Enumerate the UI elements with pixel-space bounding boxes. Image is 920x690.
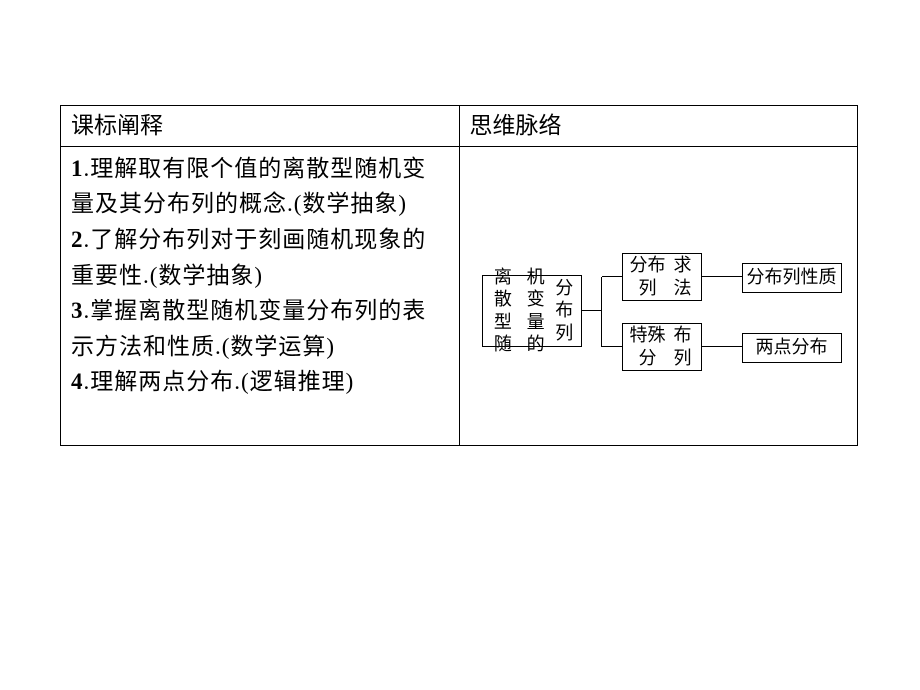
body-right-cell: 离散型随机变量的分布列分布列求法特殊分布列 分布列性质两点分布 <box>459 146 858 445</box>
item-text: .了解分布列对于刻画随机现象的重要性.(数学抽象) <box>71 227 426 288</box>
item-number: 2 <box>71 227 84 252</box>
node-leaf2: 两点分布 <box>742 333 842 363</box>
left-item-3: 3.掌握离散型随机变量分布列的表示方法和性质.(数学运算) <box>71 293 449 364</box>
node-n1: 分布列求法 <box>622 253 702 301</box>
header-row: 课标阐释 思维脉络 <box>61 106 858 147</box>
connector-h <box>582 310 602 312</box>
connector-h <box>702 346 742 348</box>
page: 课标阐释 思维脉络 1.理解取有限个值的离散型随机变量及其分布列的概念.(数学抽… <box>0 0 920 446</box>
item-text: .理解取有限个值的离散型随机变量及其分布列的概念.(数学抽象) <box>71 156 426 217</box>
left-item-2: 2.了解分布列对于刻画随机现象的重要性.(数学抽象) <box>71 222 449 293</box>
node-n2: 特殊分布列 <box>622 323 702 371</box>
connector-h <box>602 346 622 348</box>
body-row: 1.理解取有限个值的离散型随机变量及其分布列的概念.(数学抽象)2.了解分布列对… <box>61 146 858 445</box>
item-text: .掌握离散型随机变量分布列的表示方法和性质.(数学运算) <box>71 298 426 359</box>
left-item-4: 4.理解两点分布.(逻辑推理) <box>71 364 449 400</box>
header-left: 课标阐释 <box>61 106 460 147</box>
item-number: 3 <box>71 298 84 323</box>
left-content: 1.理解取有限个值的离散型随机变量及其分布列的概念.(数学抽象)2.了解分布列对… <box>71 151 449 400</box>
item-text: .理解两点分布.(逻辑推理) <box>84 369 355 394</box>
main-table: 课标阐释 思维脉络 1.理解取有限个值的离散型随机变量及其分布列的概念.(数学抽… <box>60 105 858 446</box>
node-root: 离散型随机变量的分布列 <box>482 275 582 347</box>
node-leaf1: 分布列性质 <box>742 263 842 293</box>
connector-h <box>602 276 622 278</box>
header-right: 思维脉络 <box>459 106 858 147</box>
connector-v <box>601 277 603 347</box>
item-number: 1 <box>71 156 84 181</box>
diagram: 离散型随机变量的分布列分布列求法特殊分布列 分布列性质两点分布 <box>470 151 848 441</box>
connector-h <box>702 276 742 278</box>
left-item-1: 1.理解取有限个值的离散型随机变量及其分布列的概念.(数学抽象) <box>71 151 449 222</box>
body-left-cell: 1.理解取有限个值的离散型随机变量及其分布列的概念.(数学抽象)2.了解分布列对… <box>61 146 460 445</box>
item-number: 4 <box>71 369 84 394</box>
